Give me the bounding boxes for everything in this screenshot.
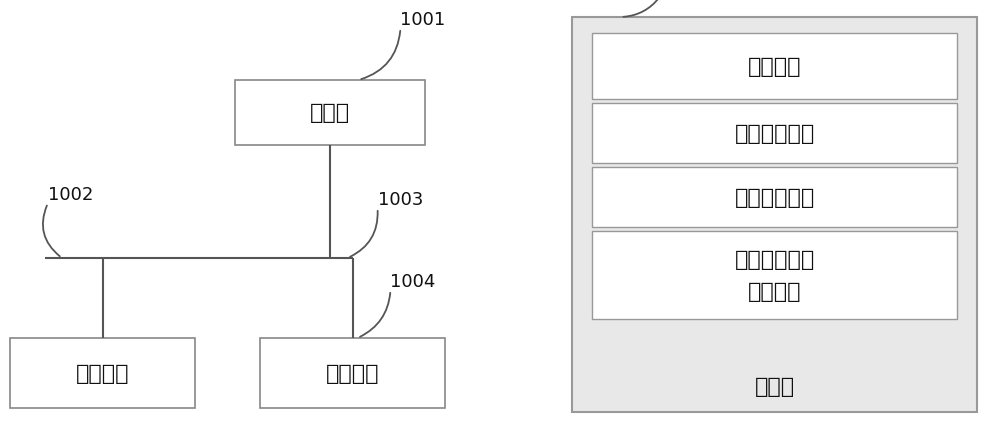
Text: 用户接口: 用户接口 — [76, 363, 129, 383]
Bar — [10, 338, 195, 408]
Text: 停车场的进场: 停车场的进场 — [734, 249, 815, 269]
Text: 1001: 1001 — [400, 11, 446, 29]
Bar — [235, 81, 425, 146]
Bar — [572, 18, 977, 412]
Bar — [592, 34, 957, 100]
Text: 存储器: 存储器 — [754, 376, 795, 396]
Bar — [592, 104, 957, 164]
Text: 管理程序: 管理程序 — [748, 281, 801, 301]
Text: 用户接口模块: 用户接口模块 — [734, 187, 815, 208]
Text: 1004: 1004 — [390, 272, 436, 290]
Text: 操作系统: 操作系统 — [748, 57, 801, 77]
Text: 网络接口: 网络接口 — [326, 363, 379, 383]
Text: 处理器: 处理器 — [310, 103, 350, 123]
Text: 1003: 1003 — [378, 190, 423, 209]
Bar — [592, 231, 957, 319]
Text: 1002: 1002 — [48, 186, 93, 203]
Text: 网络通信模块: 网络通信模块 — [734, 124, 815, 144]
Bar — [592, 168, 957, 227]
Bar — [260, 338, 445, 408]
